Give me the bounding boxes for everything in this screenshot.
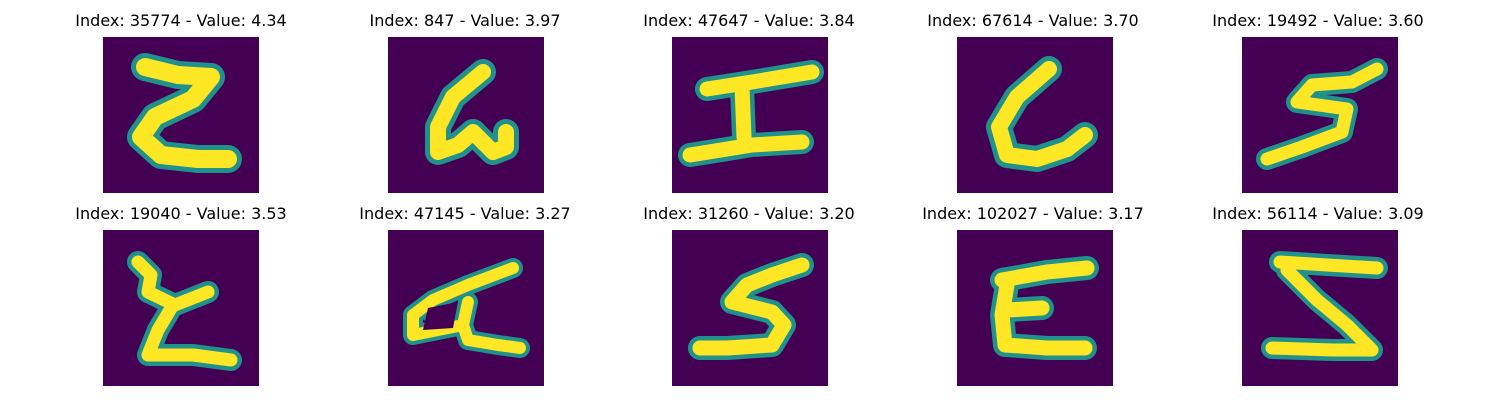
image-title: Index: 47145 - Value: 3.27 xyxy=(359,204,571,223)
glyph-image xyxy=(672,230,828,386)
image-panel-8: Index: 31260 - Value: 3.20 xyxy=(599,193,899,386)
glyph-drawing xyxy=(986,56,1098,172)
glyph-drawing xyxy=(1261,251,1388,361)
glyph-image xyxy=(1242,37,1398,193)
image-title: Index: 31260 - Value: 3.20 xyxy=(643,204,855,223)
glyph-image xyxy=(1242,230,1398,386)
glyph-drawing xyxy=(403,258,530,358)
image-title: Index: 19040 - Value: 3.53 xyxy=(75,204,287,223)
image-title: Index: 102027 - Value: 3.17 xyxy=(922,204,1144,223)
glyph-image xyxy=(957,230,1113,386)
glyph-image xyxy=(957,37,1113,193)
glyph-drawing xyxy=(127,53,242,173)
image-title: Index: 35774 - Value: 4.34 xyxy=(75,11,287,30)
image-title: Index: 56114 - Value: 3.09 xyxy=(1212,204,1424,223)
image-panel-10: Index: 56114 - Value: 3.09 xyxy=(1168,193,1468,386)
image-panel-4: Index: 67614 - Value: 3.70 xyxy=(883,0,1183,193)
image-panel-6: Index: 19040 - Value: 3.53 xyxy=(31,193,331,386)
image-panel-1: Index: 35774 - Value: 4.34 xyxy=(31,0,331,193)
glyph-drawing xyxy=(688,253,814,360)
image-title: Index: 67614 - Value: 3.70 xyxy=(927,11,1139,30)
glyph-drawing xyxy=(990,256,1099,360)
image-panel-5: Index: 19492 - Value: 3.60 xyxy=(1168,0,1468,193)
glyph-drawing xyxy=(678,60,824,167)
glyph-image xyxy=(103,37,259,193)
image-title: Index: 47647 - Value: 3.84 xyxy=(643,11,855,30)
image-panel-2: Index: 847 - Value: 3.97 xyxy=(315,0,615,193)
image-title: Index: 847 - Value: 3.97 xyxy=(369,11,561,30)
glyph-image xyxy=(388,230,544,386)
glyph-image xyxy=(672,37,828,193)
glyph-drawing xyxy=(127,251,242,371)
glyph-drawing xyxy=(1256,58,1388,170)
glyph-image xyxy=(388,37,544,193)
glyph-drawing xyxy=(425,59,519,165)
image-panel-7: Index: 47145 - Value: 3.27 xyxy=(315,193,615,386)
glyph-image xyxy=(103,230,259,386)
image-title: Index: 19492 - Value: 3.60 xyxy=(1212,11,1424,30)
image-panel-3: Index: 47647 - Value: 3.84 xyxy=(599,0,899,193)
image-panel-9: Index: 102027 - Value: 3.17 xyxy=(883,193,1183,386)
